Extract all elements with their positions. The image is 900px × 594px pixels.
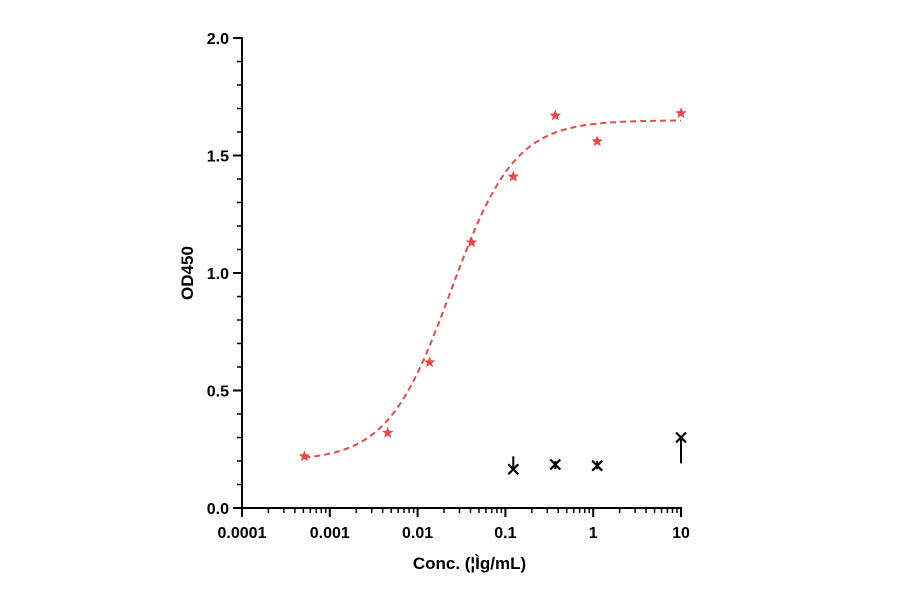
x-point-stroke: [675, 431, 687, 444]
x-point: [549, 458, 562, 471]
star-point: [382, 426, 394, 438]
x-point: [507, 463, 520, 476]
x-point: [591, 459, 603, 472]
star-point: [591, 135, 603, 147]
y-tick-label: 1.0: [207, 266, 229, 283]
x-axis-label: Conc. (¦Ìg/mL): [413, 554, 526, 573]
x-point-stroke: [507, 463, 520, 476]
y-tick-label: 0.0: [207, 501, 229, 518]
y-tick-label: 2.0: [207, 31, 229, 48]
fit-curve: [304, 119, 682, 459]
fit-curves: [304, 119, 682, 459]
data-points: [298, 107, 687, 476]
star-point: [675, 107, 687, 119]
x-tick-label: 1: [589, 525, 598, 542]
x-point-stroke: [549, 458, 562, 471]
star-point: [298, 450, 311, 462]
star-point: [423, 356, 436, 368]
y-axis-label: OD450: [178, 246, 197, 300]
x-tick-label: 0.01: [402, 525, 433, 542]
x-point-stroke: [591, 459, 603, 472]
x-tick-label: 0.0001: [218, 525, 267, 542]
x-tick-label: 0.001: [310, 525, 350, 542]
x-tick-label: 0.1: [494, 525, 516, 542]
x-tick-label: 10: [672, 525, 690, 542]
x-point: [675, 431, 687, 444]
star-point: [549, 109, 561, 121]
star-point: [507, 170, 519, 182]
y-tick-label: 1.5: [207, 149, 229, 166]
y-tick-label: 0.5: [207, 384, 229, 401]
axes: 0.0 0.5 1.0 1.5 2.0 0.0001 0.001 0.01 0.1 1 10: [207, 31, 690, 542]
star-point: [465, 236, 478, 248]
